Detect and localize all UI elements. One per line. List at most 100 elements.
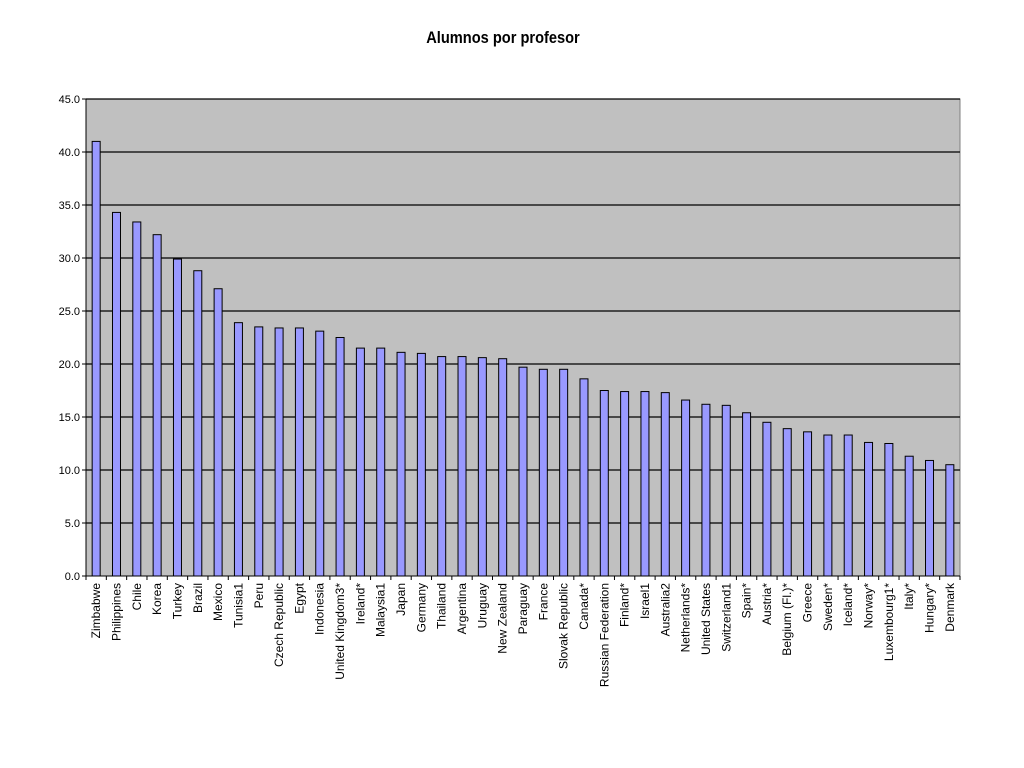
bar (884, 443, 894, 577)
x-category-label: Indonesia (313, 583, 327, 635)
chart-title: Alumnos por profesor (426, 28, 580, 47)
x-category-label: Turkey (170, 583, 184, 619)
bar (925, 459, 935, 577)
y-tick-label: 35.0 (59, 200, 80, 212)
x-category-label: Paraguay (516, 583, 530, 634)
bar (721, 404, 731, 577)
x-category-label: Egypt (292, 582, 306, 613)
bar (294, 327, 304, 577)
bar (132, 221, 142, 577)
bar (213, 288, 223, 577)
bar (803, 431, 813, 577)
bar (335, 337, 345, 577)
x-category-label: Iceland* (841, 583, 855, 627)
x-category-label: Philippines (109, 583, 123, 641)
bar (91, 140, 101, 577)
x-category-label: Sweden* (821, 583, 835, 631)
bar (193, 270, 203, 577)
y-tick-label: 30.0 (59, 253, 80, 265)
x-axis-category-labels: Zimbabwe Philippines Chile Korea Turkey Brazi… (89, 582, 957, 687)
bar (437, 356, 447, 577)
bar (498, 358, 508, 577)
x-category-label: Italy* (902, 583, 916, 610)
y-tick-label: 5.0 (65, 518, 80, 530)
bar (782, 428, 792, 577)
bar (620, 391, 630, 577)
x-category-label: Zimbabwe (89, 583, 103, 639)
x-category-label: Israel1 (638, 583, 652, 619)
bar (681, 399, 691, 577)
x-category-label: Uruguay (475, 583, 489, 628)
axes (82, 98, 961, 580)
bar (254, 326, 264, 577)
bar (376, 347, 386, 577)
bar (538, 368, 548, 577)
x-category-label: Thailand (435, 583, 449, 629)
x-category-label: Tunisia1 (231, 583, 245, 628)
bar (274, 327, 284, 577)
bar (172, 258, 182, 577)
x-category-label: United States (699, 583, 713, 655)
x-category-label: Belgium (Fl.)* (780, 583, 794, 656)
x-category-label: France (536, 583, 550, 621)
bar (396, 351, 406, 577)
bar (599, 390, 609, 577)
y-tick-label: 0.0 (65, 571, 80, 583)
x-category-label: Peru (252, 583, 266, 608)
bar (152, 234, 162, 577)
bar (518, 366, 528, 577)
x-category-label: Canada* (577, 583, 591, 630)
x-category-label: Malaysia1 (374, 583, 388, 637)
y-axis-tick-labels: 0.0 5.0 10.0 15.0 20.0 25.0 30.0 35.0 40.0 45.0 (59, 94, 80, 583)
bar (315, 330, 325, 577)
bar (762, 421, 772, 577)
bar (579, 378, 589, 577)
x-category-label: Spain* (740, 583, 754, 619)
bar (823, 434, 833, 577)
x-category-label: Mexico (211, 583, 225, 621)
bar (904, 455, 914, 577)
x-category-label: Brazil (191, 583, 205, 613)
x-category-label: Australia2 (658, 583, 672, 637)
x-category-label: Slovak Republic (557, 583, 571, 669)
y-tick-label: 10.0 (59, 465, 80, 477)
x-category-label: Netherlands* (679, 583, 693, 653)
bar (111, 211, 121, 577)
bar (843, 434, 853, 577)
x-category-label: Norway* (862, 583, 876, 629)
bar (701, 403, 711, 577)
y-tick-label: 45.0 (59, 94, 80, 106)
x-category-label: Japan (394, 583, 408, 616)
x-category-label: Denmark (943, 582, 957, 632)
bar (945, 464, 955, 577)
bar (477, 357, 487, 577)
x-category-label: Hungary* (923, 583, 937, 633)
x-category-label: Austria* (760, 583, 774, 625)
y-tick-label: 20.0 (59, 359, 80, 371)
bar-series (91, 140, 955, 577)
x-category-label: Finland* (618, 583, 632, 627)
x-category-label: Switzerland1 (719, 583, 733, 652)
bar (864, 441, 874, 577)
bar (233, 322, 243, 577)
x-category-label: Luxembourg1* (882, 583, 896, 661)
x-category-label: Korea (150, 583, 164, 615)
x-category-label: Czech Republic (272, 583, 286, 667)
x-category-label: Chile (130, 583, 144, 611)
bar (640, 391, 650, 577)
bar (742, 412, 752, 577)
bar (660, 392, 670, 577)
x-category-label: Ireland* (353, 583, 367, 625)
bar (355, 347, 365, 577)
y-tick-label: 40.0 (59, 147, 80, 159)
x-category-label: Greece (801, 583, 815, 623)
bar (416, 352, 426, 577)
x-category-label: New Zealand (496, 583, 510, 654)
y-tick-label: 25.0 (59, 306, 80, 318)
bar (559, 368, 569, 577)
bar (457, 356, 467, 577)
x-category-label: Argentina (455, 583, 469, 635)
x-category-label: United Kingdom3* (333, 583, 347, 680)
x-category-label: Russian Federation (597, 583, 611, 687)
